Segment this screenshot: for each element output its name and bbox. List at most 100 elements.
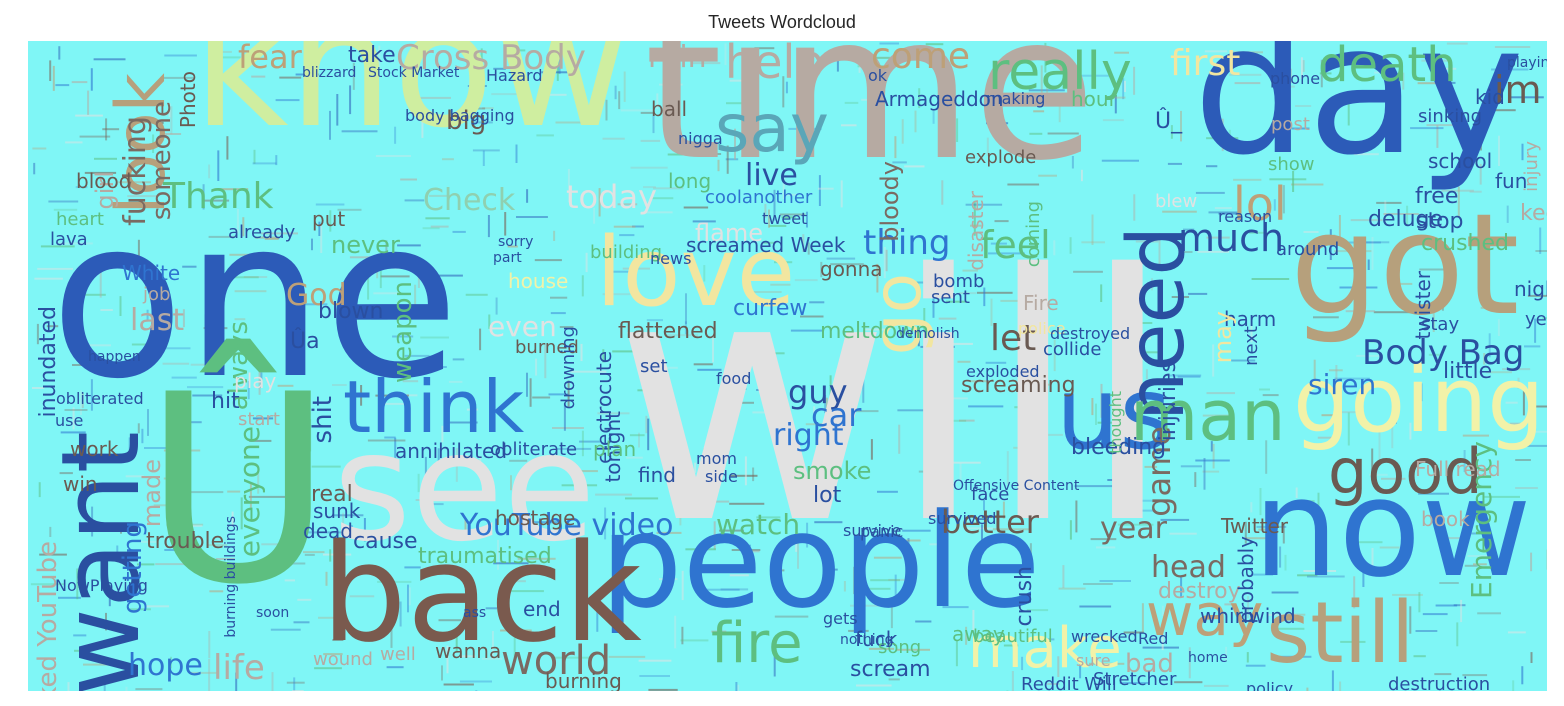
noise-mark bbox=[216, 50, 232, 53]
noise-mark bbox=[1441, 189, 1474, 192]
noise-mark bbox=[1218, 212, 1241, 215]
noise-mark bbox=[1032, 433, 1063, 436]
noise-mark bbox=[1373, 311, 1411, 314]
noise-mark bbox=[1317, 436, 1338, 439]
noise-mark bbox=[1512, 680, 1515, 691]
noise-mark bbox=[473, 121, 493, 124]
noise-mark bbox=[1267, 613, 1297, 616]
noise-mark bbox=[384, 436, 396, 439]
noise-mark bbox=[1413, 655, 1426, 658]
noise-mark bbox=[1062, 565, 1065, 588]
word-4: day bbox=[1193, 41, 1525, 195]
noise-mark bbox=[1135, 240, 1159, 243]
noise-mark bbox=[64, 409, 88, 411]
noise-mark bbox=[830, 263, 864, 266]
noise-mark bbox=[65, 141, 83, 144]
noise-mark bbox=[1204, 684, 1229, 687]
noise-mark bbox=[464, 617, 467, 631]
noise-mark bbox=[137, 423, 140, 434]
noise-mark bbox=[973, 202, 976, 236]
word-184: post bbox=[1271, 114, 1310, 135]
noise-mark bbox=[292, 562, 306, 565]
noise-mark bbox=[446, 645, 449, 674]
word-202: playing bbox=[1507, 55, 1547, 71]
word-8: got bbox=[1290, 184, 1520, 347]
noise-mark bbox=[855, 358, 858, 383]
noise-mark bbox=[376, 254, 379, 279]
noise-mark bbox=[510, 475, 512, 491]
word-49: even bbox=[488, 310, 557, 343]
noise-mark bbox=[286, 681, 305, 684]
noise-mark bbox=[932, 293, 935, 318]
noise-mark bbox=[495, 297, 498, 315]
noise-mark bbox=[190, 363, 225, 366]
noise-mark bbox=[956, 118, 959, 142]
word-67: bloody bbox=[876, 161, 904, 242]
word-213: reason bbox=[1218, 207, 1273, 226]
noise-mark bbox=[67, 682, 70, 691]
noise-mark bbox=[168, 103, 171, 118]
noise-mark bbox=[1271, 591, 1299, 594]
noise-mark bbox=[719, 529, 744, 532]
noise-mark bbox=[1231, 359, 1256, 362]
noise-mark bbox=[648, 688, 678, 691]
noise-mark bbox=[770, 283, 791, 286]
noise-mark bbox=[162, 362, 190, 365]
noise-mark bbox=[378, 45, 381, 67]
noise-mark bbox=[1488, 333, 1491, 358]
noise-mark bbox=[1471, 532, 1490, 535]
word-44: let bbox=[990, 318, 1037, 359]
noise-mark bbox=[782, 175, 785, 200]
noise-mark bbox=[1463, 450, 1466, 472]
noise-mark bbox=[728, 388, 747, 390]
noise-mark bbox=[147, 409, 149, 436]
noise-mark bbox=[623, 71, 626, 102]
noise-mark bbox=[617, 203, 638, 206]
noise-mark bbox=[491, 93, 523, 96]
noise-mark bbox=[994, 220, 1009, 223]
noise-mark bbox=[1038, 174, 1057, 177]
noise-mark bbox=[1202, 470, 1220, 473]
noise-mark bbox=[1542, 317, 1547, 320]
noise-mark bbox=[541, 71, 569, 74]
noise-mark bbox=[1402, 72, 1405, 90]
word-190: Hazard bbox=[486, 66, 543, 85]
noise-mark bbox=[242, 217, 245, 237]
noise-mark bbox=[1436, 125, 1439, 148]
noise-mark bbox=[553, 230, 556, 241]
noise-mark bbox=[1007, 183, 1040, 186]
noise-mark bbox=[148, 185, 178, 187]
noise-mark bbox=[898, 424, 901, 454]
noise-mark bbox=[870, 439, 873, 460]
noise-mark bbox=[1036, 638, 1055, 641]
noise-mark bbox=[424, 456, 427, 478]
noise-mark bbox=[295, 73, 320, 76]
noise-mark bbox=[1089, 662, 1125, 665]
noise-mark bbox=[1114, 95, 1117, 114]
noise-mark bbox=[770, 339, 772, 371]
noise-mark bbox=[504, 212, 507, 236]
noise-mark bbox=[1044, 42, 1047, 73]
noise-mark bbox=[1074, 74, 1111, 77]
noise-mark bbox=[329, 549, 332, 562]
noise-mark bbox=[414, 284, 417, 313]
noise-mark bbox=[681, 570, 684, 601]
noise-mark bbox=[163, 449, 201, 452]
noise-mark bbox=[943, 71, 946, 86]
word-9: now bbox=[1253, 450, 1532, 607]
noise-mark bbox=[161, 347, 191, 350]
noise-mark bbox=[404, 566, 421, 569]
noise-mark bbox=[1502, 368, 1531, 371]
noise-mark bbox=[1392, 593, 1423, 596]
noise-mark bbox=[404, 199, 425, 202]
noise-mark bbox=[1250, 573, 1274, 576]
noise-mark bbox=[493, 67, 506, 70]
noise-mark bbox=[650, 197, 674, 200]
word-30: lol bbox=[1233, 177, 1287, 231]
word-136: liked YouTube bbox=[33, 541, 63, 691]
word-29: world bbox=[501, 638, 612, 684]
noise-mark bbox=[684, 476, 687, 495]
noise-mark bbox=[1127, 509, 1155, 512]
noise-mark bbox=[1083, 583, 1113, 585]
noise-mark bbox=[1362, 562, 1365, 587]
